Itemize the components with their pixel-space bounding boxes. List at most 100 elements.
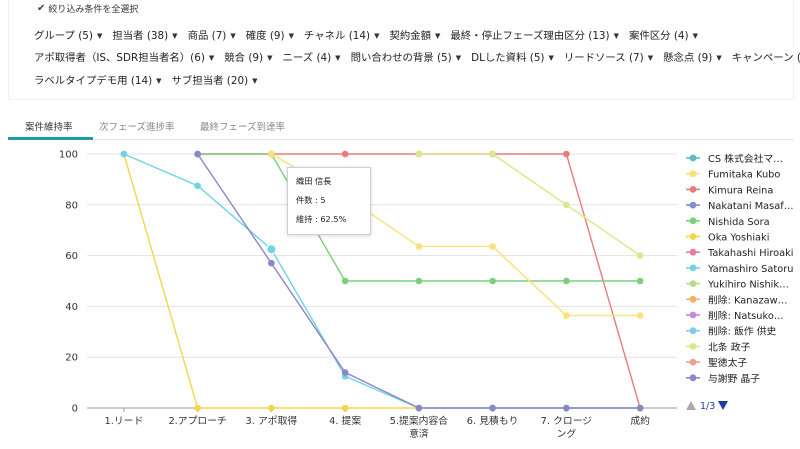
x-tick-label-line: 5.提案内容合 <box>390 414 449 427</box>
legend-swatch-dot <box>689 295 697 303</box>
filter-dropdown[interactable]: 懸念点 (9) ▼ <box>663 49 722 64</box>
filter-dropdown[interactable]: 商品 (7) ▼ <box>188 27 236 42</box>
select-all-filters[interactable]: ✔ 絞り込み条件を全選択 <box>37 2 138 15</box>
legend: CS 株式会社マ… Fumitaka Kubo Kimura Reina Nakata… <box>686 152 794 385</box>
caret-down-icon: ▼ <box>455 54 462 62</box>
filter-dropdown[interactable]: 問い合わせの背景 (5) ▼ <box>351 49 462 64</box>
tab-next-phase-rate[interactable]: 次フェーズ進捗率 <box>99 122 175 133</box>
legend-swatch-dot <box>689 233 697 240</box>
filter-dropdown[interactable]: リードソース (7) ▼ <box>564 49 653 64</box>
filter-label: グループ (5) <box>34 30 93 42</box>
legend-swatch-dot <box>689 217 697 225</box>
tab-retention-rate[interactable]: 案件維持率 <box>25 122 73 133</box>
legend-label: Yamashiro Satoru <box>707 264 793 275</box>
tab-final-phase-rate[interactable]: 最終フェーズ到達率 <box>200 122 286 133</box>
legend-item[interactable]: CS 株式会社マ… <box>686 152 783 165</box>
legend-item[interactable]: 聖徳太子 <box>686 356 747 369</box>
y-tick-label: 20 <box>65 353 78 364</box>
caret-down-icon: ▼ <box>96 32 103 40</box>
filter-label: リードソース (7) <box>563 52 644 64</box>
caret-down-icon: ▼ <box>374 32 380 40</box>
data-point <box>489 243 496 250</box>
x-tick-label-line: ング <box>557 427 577 440</box>
caret-down-icon: ▼ <box>172 32 178 40</box>
caret-down-icon: ▼ <box>288 32 294 40</box>
filter-dropdown[interactable]: サブ担当者 (20) ▼ <box>172 72 258 87</box>
tooltip-retention: 維持 : 62.5% <box>296 214 347 224</box>
filter-dropdown[interactable]: ニーズ (4) ▼ <box>282 49 340 64</box>
legend-item[interactable]: 削除: Natsuko… <box>686 309 784 322</box>
x-tick-label: 2.アプローチ <box>168 415 226 427</box>
data-point <box>415 150 423 158</box>
legend-item[interactable]: 削除: Kanazaw… <box>686 293 787 306</box>
page-down-icon[interactable] <box>718 401 728 410</box>
data-point <box>341 369 349 376</box>
filter-label: ニーズ (4) <box>282 52 332 64</box>
legend-swatch-dot <box>689 343 697 350</box>
legend-item[interactable]: Yukihiro Nishik… <box>686 280 789 291</box>
filter-label: チャネル (14) <box>303 30 371 42</box>
legend-label: 聖徳太子 <box>708 356 747 369</box>
legend-swatch-dot <box>689 358 697 366</box>
x-tick-label: 7. クロージング <box>541 415 593 440</box>
filter-dropdown[interactable]: アポ取得者（IS、SDR担当者名）(6) ▼ <box>34 49 214 64</box>
y-tick-label: 80 <box>65 200 78 211</box>
legend-page-label: 1/3 <box>700 401 715 412</box>
filter-row: アポ取得者（IS、SDR担当者名）(6) ▼ 競合 (9) ▼ ニーズ (4) ▼ 問い合わ… <box>34 49 800 64</box>
data-point <box>415 404 423 412</box>
data-point <box>563 277 570 285</box>
filter-dropdown[interactable]: 案件区分 (4) ▼ <box>629 27 698 42</box>
filter-label: 案件区分 (4) <box>629 30 689 42</box>
tab-bar: 案件維持率 次フェーズ進捗率 最終フェーズ到達率 <box>8 114 794 140</box>
x-tick-label: 成約 <box>630 414 650 427</box>
series-line <box>197 153 641 282</box>
data-point <box>341 277 349 285</box>
filter-dropdown[interactable]: DLした資料 (5) ▼ <box>471 49 554 64</box>
legend-label: Nakatani Masaf… <box>708 201 794 212</box>
caret-down-icon: ▼ <box>548 54 554 62</box>
legend-item[interactable]: 北条 政子 <box>686 340 751 353</box>
data-point <box>563 404 570 412</box>
legend-label: Oka Yoshiaki <box>708 233 769 244</box>
filter-dropdown[interactable]: キャンペーン (4)▼ <box>732 49 800 64</box>
filter-dropdown[interactable]: グループ (5) ▼ <box>34 27 102 42</box>
legend-item[interactable]: Takahashi Hiroaki <box>686 248 794 259</box>
filter-label: 確度 (9) <box>245 30 285 42</box>
data-point <box>120 150 128 158</box>
legend-swatch-dot <box>689 327 697 335</box>
data-point <box>268 259 275 267</box>
filter-dropdown[interactable]: 最終・停止フェーズ理由区分 (13) ▼ <box>450 27 619 42</box>
filter-row: グループ (5) ▼ 担当者 (38) ▼ 商品 (7) ▼ 確度 (9) ▼ チャネル (14… <box>34 27 708 42</box>
legend-item[interactable]: Nakatani Masaf… <box>686 201 794 212</box>
data-point <box>194 150 201 158</box>
legend-label: 削除: Natsuko… <box>708 309 784 322</box>
legend-item[interactable]: 削除: 飯作 供史 <box>686 325 777 338</box>
filter-label: サブ担当者 (20) <box>171 75 249 87</box>
filter-dropdown[interactable]: 競合 (9) ▼ <box>224 49 272 64</box>
x-tick-label-line: 意済 <box>409 427 429 440</box>
filter-dropdown[interactable]: ラベルタイプデモ用 (14) ▼ <box>34 72 162 87</box>
filter-label: 担当者 (38) <box>112 30 169 42</box>
legend-item[interactable]: Oka Yoshiaki <box>686 233 769 244</box>
data-point <box>489 150 496 158</box>
legend-item[interactable]: 与謝野 晶子 <box>686 372 760 385</box>
filter-dropdown[interactable]: 契約金額 ▼ <box>389 27 440 42</box>
legend-item[interactable]: Fumitaka Kubo <box>686 170 780 181</box>
filter-dropdown[interactable]: 確度 (9) ▼ <box>246 27 294 42</box>
x-tick-label-line: 7. クロージ <box>541 415 593 427</box>
filter-dropdown[interactable]: 担当者 (38) ▼ <box>112 27 177 42</box>
page-up-icon[interactable] <box>686 401 696 410</box>
data-point <box>636 252 644 259</box>
legend-label: 北条 政子 <box>708 340 751 353</box>
legend-swatch-dot <box>689 170 697 178</box>
legend-item[interactable]: Kimura Reina <box>686 185 773 196</box>
legend-swatch-dot <box>689 186 697 193</box>
caret-down-icon: ▼ <box>230 32 236 40</box>
legend-item[interactable]: Nishida Sora <box>686 217 770 228</box>
x-tick-label: 4. 提案 <box>329 414 361 427</box>
filter-label: 懸念点 (9) <box>663 52 713 64</box>
legend-item[interactable]: Yamashiro Satoru <box>686 264 793 275</box>
filter-label: 商品 (7) <box>187 30 227 42</box>
data-point <box>489 277 496 285</box>
filter-dropdown[interactable]: チャネル (14) ▼ <box>304 27 379 42</box>
